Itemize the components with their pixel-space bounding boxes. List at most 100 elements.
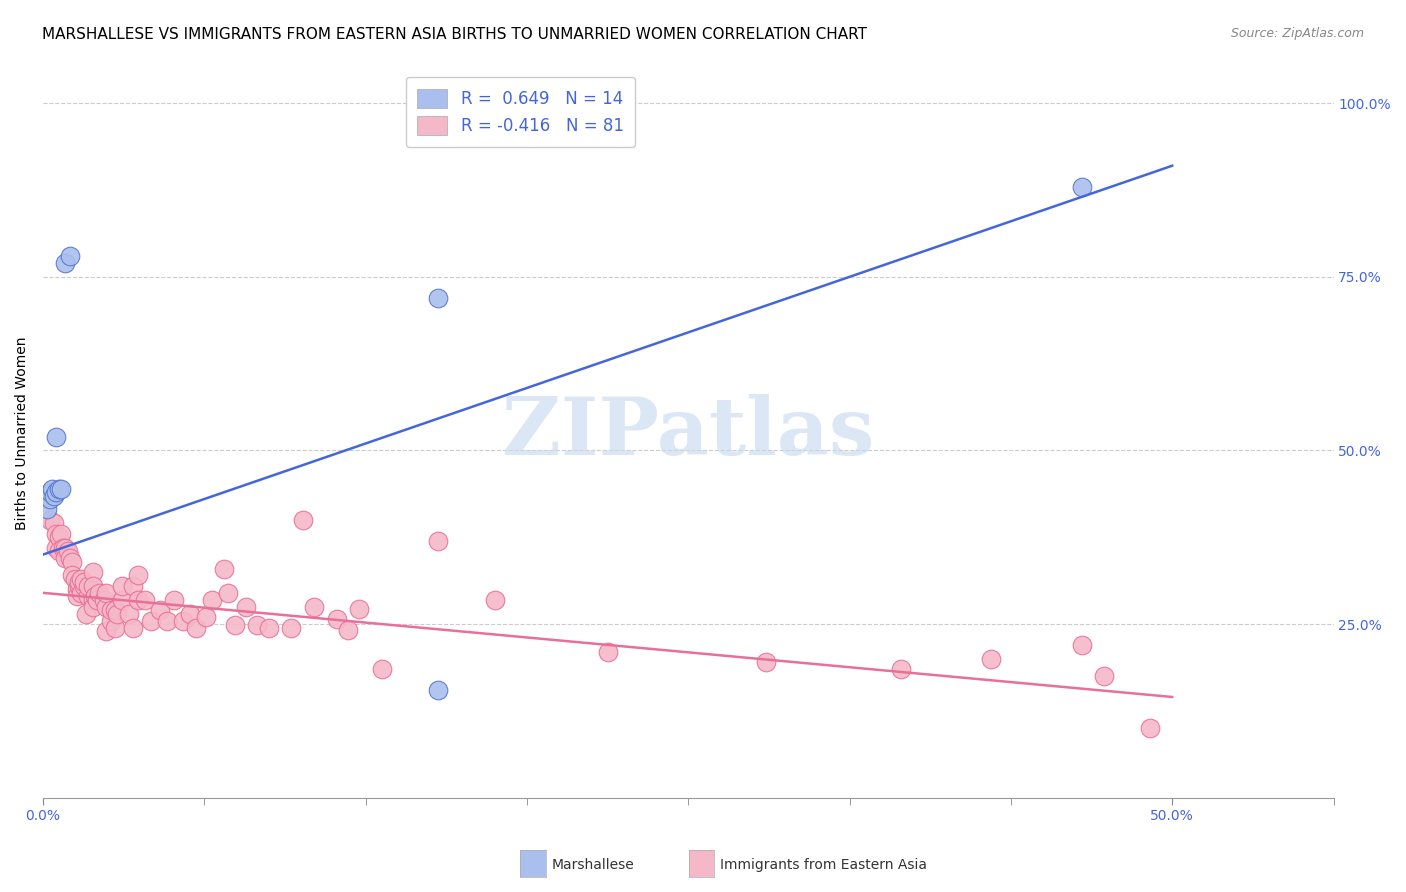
Point — [56, 544, 79, 558]
Point — [83, 589, 105, 603]
Point — [484, 592, 506, 607]
Point — [107, 607, 129, 621]
Point — [52, 541, 75, 555]
Point — [755, 655, 778, 669]
Point — [49, 526, 72, 541]
Point — [72, 579, 94, 593]
Point — [60, 568, 83, 582]
Point — [194, 610, 217, 624]
Point — [111, 579, 134, 593]
Point — [217, 586, 239, 600]
Point — [212, 561, 235, 575]
Point — [45, 429, 67, 443]
Point — [55, 541, 77, 555]
Point — [67, 575, 90, 590]
Point — [45, 526, 67, 541]
Point — [45, 485, 67, 500]
Point — [82, 565, 104, 579]
Point — [1070, 179, 1092, 194]
Point — [82, 592, 104, 607]
Text: Marshallese: Marshallese — [551, 858, 634, 872]
Point — [134, 592, 156, 607]
Point — [280, 621, 302, 635]
Point — [70, 586, 93, 600]
Point — [66, 582, 89, 597]
Point — [1139, 721, 1161, 735]
Text: Immigrants from Eastern Asia: Immigrants from Eastern Asia — [720, 858, 927, 872]
Point — [302, 599, 325, 614]
Point — [111, 592, 134, 607]
Point — [89, 586, 111, 600]
Point — [94, 586, 117, 600]
Point — [325, 611, 347, 625]
Point — [156, 614, 179, 628]
Point — [44, 489, 66, 503]
Point — [122, 579, 145, 593]
Point — [38, 485, 60, 500]
Point — [75, 607, 97, 621]
Point — [48, 482, 70, 496]
Point — [201, 592, 224, 607]
Point — [127, 568, 149, 582]
Point — [118, 607, 141, 621]
Point — [100, 603, 122, 617]
Point — [38, 491, 60, 506]
Point — [48, 544, 70, 558]
Point — [55, 256, 77, 270]
Point — [122, 621, 145, 635]
Point — [347, 601, 370, 615]
Text: Source: ZipAtlas.com: Source: ZipAtlas.com — [1230, 27, 1364, 40]
Point — [246, 618, 269, 632]
Point — [104, 603, 127, 617]
Point — [104, 621, 127, 635]
Point — [66, 589, 89, 603]
Point — [427, 291, 450, 305]
Point — [63, 572, 86, 586]
Point — [370, 662, 392, 676]
Point — [77, 589, 100, 603]
Point — [86, 592, 108, 607]
Point — [163, 592, 186, 607]
Y-axis label: Births to Unmarried Women: Births to Unmarried Women — [15, 336, 30, 530]
Point — [980, 652, 1002, 666]
Point — [291, 513, 314, 527]
Legend: R =  0.649   N = 14, R = -0.416   N = 81: R = 0.649 N = 14, R = -0.416 N = 81 — [405, 77, 636, 147]
Point — [72, 575, 94, 590]
Point — [94, 624, 117, 638]
Point — [44, 516, 66, 531]
Point — [179, 607, 201, 621]
Point — [59, 249, 82, 263]
Point — [45, 541, 67, 555]
Point — [48, 530, 70, 544]
Text: MARSHALLESE VS IMMIGRANTS FROM EASTERN ASIA BIRTHS TO UNMARRIED WOMEN CORRELATIO: MARSHALLESE VS IMMIGRANTS FROM EASTERN A… — [42, 27, 868, 42]
Point — [427, 683, 450, 698]
Point — [224, 618, 246, 632]
Point — [127, 592, 149, 607]
Point — [149, 603, 172, 617]
Point — [82, 599, 104, 614]
Point — [596, 645, 619, 659]
Point — [93, 592, 115, 607]
Point — [49, 482, 72, 496]
Point — [59, 551, 82, 566]
Point — [1070, 638, 1092, 652]
Point — [257, 621, 280, 635]
Point — [235, 599, 257, 614]
Point — [67, 579, 90, 593]
Point — [82, 579, 104, 593]
Point — [60, 555, 83, 569]
Point — [55, 551, 77, 566]
Point — [37, 502, 59, 516]
Text: ZIPatlas: ZIPatlas — [502, 394, 875, 472]
Point — [100, 614, 122, 628]
Point — [336, 623, 359, 637]
Point — [172, 614, 194, 628]
Point — [77, 579, 100, 593]
Point — [41, 482, 63, 496]
Point — [427, 533, 450, 548]
Point — [890, 662, 912, 676]
Point — [141, 614, 163, 628]
Point — [38, 513, 60, 527]
Point — [94, 599, 117, 614]
Point — [1094, 669, 1116, 683]
